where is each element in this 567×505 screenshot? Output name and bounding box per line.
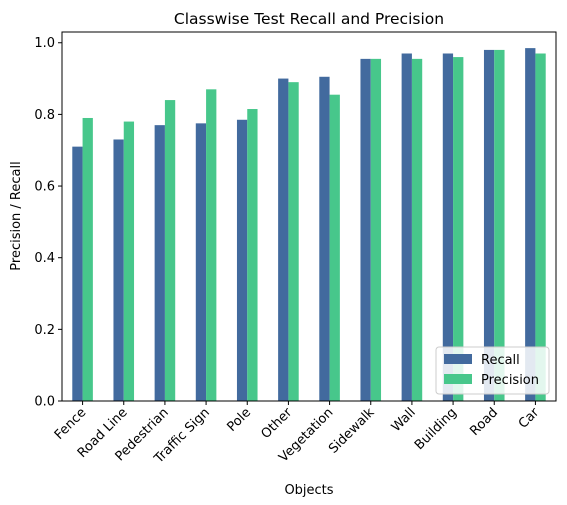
legend-swatch-recall: [444, 354, 472, 364]
x-tick-label: Road: [467, 405, 501, 439]
bar-recall-sidewalk: [360, 58, 371, 402]
x-tick-label: Car: [516, 405, 543, 432]
plot-frame: [61, 31, 557, 402]
bar-precision-vegetation: [329, 94, 340, 401]
bar-precision-sidewalk: [370, 58, 382, 402]
bar-recall-pole: [236, 119, 248, 402]
x-tick-label: Wall: [389, 405, 419, 435]
legend-label-precision: Precision: [481, 373, 539, 388]
bar-precision-wall: [411, 58, 423, 402]
bar-precision-car: [535, 53, 546, 401]
y-tick-label: 0.6: [34, 180, 55, 195]
bar-recall-other: [278, 78, 289, 401]
bar-precision-other: [288, 82, 299, 401]
x-tick-label: Sidewalk: [326, 405, 378, 457]
bars-group: [72, 48, 546, 402]
bar-recall-vegetation: [319, 76, 330, 401]
y-tick-label: 0.0: [34, 395, 55, 410]
bar-precision-traffic-sign: [206, 89, 217, 401]
bar-precision-road-line: [123, 121, 135, 401]
bar-recall-fence: [72, 146, 83, 401]
y-axis-label: Precision / Recall: [9, 161, 24, 270]
bar-precision-road: [494, 49, 505, 401]
bar-recall-wall: [401, 53, 412, 401]
y-tick-label: 0.4: [34, 251, 55, 266]
legend-label-recall: Recall: [481, 353, 520, 368]
y-tick-label: 0.8: [34, 108, 55, 123]
y-tick-label: 1.0: [34, 36, 55, 51]
bar-recall-traffic-sign: [195, 123, 207, 401]
y-axis: 0.0 0.2 0.4 0.6 0.8 1.0: [34, 36, 62, 410]
bar-precision-fence: [82, 117, 93, 401]
x-tick-label: Fence: [52, 405, 90, 443]
x-tick-label: Pole: [224, 405, 254, 435]
bar-recall-car: [525, 48, 536, 402]
x-tick-label: Other: [259, 405, 296, 442]
legend: Recall Precision: [435, 346, 550, 395]
bar-precision-pedestrian: [164, 100, 176, 401]
chart-title: Classwise Test Recall and Precision: [174, 10, 444, 28]
y-tick-label: 0.2: [34, 323, 55, 338]
bar-recall-building: [442, 53, 454, 401]
bar-precision-pole: [247, 109, 258, 402]
bar-recall-road: [483, 49, 495, 401]
bar-recall-pedestrian: [154, 125, 165, 402]
x-tick-label: Building: [412, 405, 460, 453]
x-axis-label: Objects: [284, 483, 333, 498]
legend-swatch-precision: [444, 374, 472, 384]
bar-recall-road-line: [113, 139, 124, 402]
bar-precision-building: [453, 57, 464, 401]
